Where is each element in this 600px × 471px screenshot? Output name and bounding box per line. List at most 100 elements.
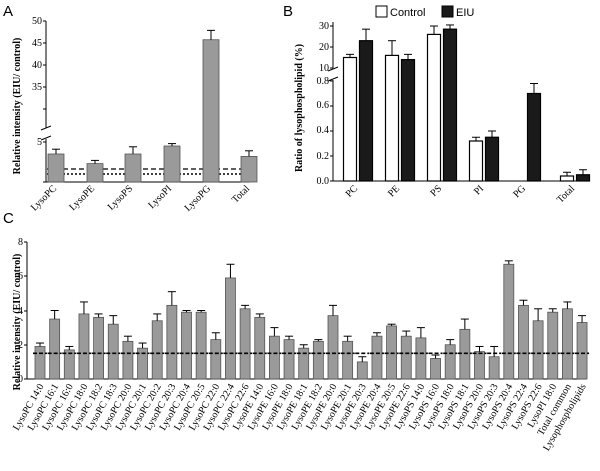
legend-control-label: Control [390,7,425,19]
panel-c-bar-lysops-20-3 [488,356,500,380]
panel-b-bars [342,24,591,182]
panel-a-cat-lysops: LysoPS [106,183,135,212]
panel-a-ytick-5: 5 [37,137,42,148]
panel-a-bars [47,29,258,183]
panel-c: Relative intensity (EIU/ control) 8 6 4 … [11,237,590,453]
legend-eiu-swatch [441,5,454,18]
panel-b-bar-control-pi [468,140,484,182]
panel-c-bar-lysope-18-2 [312,340,324,380]
panel-c-bar-lysops-14-0 [415,337,427,380]
panel-c-bar-lysope-20-0 [327,315,339,380]
panel-c-ytick-4: 4 [18,306,23,317]
panel-a-bar-lysops [124,153,142,183]
panel-c-bar-lysope-22-6 [400,335,412,380]
legend-eiu-label: EIU [456,7,474,19]
panel-b-bar-eiu-pi [484,136,500,182]
panel-a-categories: LysoPC LysoPE LysoPS LysoPI LysoPG Total [29,183,252,214]
panel-a-break-mark-upper [40,125,52,131]
panel-b-ylabel: Ratio of lysophospholipid (%) [294,44,305,172]
panel-a-cat-lysope: LysoPE [67,183,97,213]
panel-b-ytick-30: 30 [319,21,329,32]
panel-b: Ratio of lysophospholipid (%) Control EI… [294,5,591,206]
panel-b-bar-eiu-total [575,174,591,182]
panel-c-ytick-2: 2 [18,340,23,351]
panel-b-categories: PC PE PS PI PG Total [344,183,578,205]
panel-b-bar-control-pc [342,56,358,182]
panel-a-bar-lysope [86,163,104,183]
panel-c-bar-lysops-16-0 [430,358,441,380]
panel-b-ytick-0.8: 0.8 [317,76,330,87]
panel-b-cat-pi: PI [472,183,486,197]
panel-c-bar-lysope-14-0 [254,316,266,380]
panel-a-cat-lysopg: LysoPG [183,183,214,214]
panel-c-ytick-0: 0 [18,374,23,385]
panel-b-break-mark-lower [327,76,339,82]
panel-b-bar-control-pe [384,54,400,182]
panel-c-bars [33,260,590,380]
panel-c-bar-lysopc-20-3 [166,304,178,380]
panel-b-cat-pg: PG [511,183,528,200]
panel-b-bar-control-total [559,175,575,182]
panel-a-ylabel: Relative intensity (EIU/ control) [12,38,23,175]
panel-a-upper-ticks: 50 45 40 35 [32,16,46,110]
panel-c-bar-lysope-16-0 [268,335,280,380]
panel-b-bar-control-ps [426,33,442,182]
panel-b-cat-pe: PE [386,183,402,199]
panel-c-bar-lysope-20-1 [342,340,354,380]
panel-a-ytick-40: 40 [32,60,42,71]
panel-c-bar-lysopc-18-2 [93,316,104,380]
legend-control-swatch [375,5,388,18]
panel-c-ylabel: Relative intensity (EIU/ control) [12,254,23,391]
panel-c-bar-lysops-20-0 [474,351,485,380]
panel-c-bar-lysopi-18-0 [547,311,559,380]
panel-a-bar-total [240,155,258,183]
panel-a-bar-lysopi [163,145,181,183]
panel-b-bar-eiu-pe [400,58,416,182]
panel-b-ytick-10: 10 [319,63,329,74]
panel-c-bar-lysope-20-4 [371,335,383,380]
panel-c-bar-lysopc-22-6 [239,308,251,380]
panel-c-bar-lysops-22-6 [532,320,544,380]
panel-c-bar-lysops-18-1 [459,328,471,380]
panel-b-letter: B [283,3,293,20]
panel-b-lower-ticks: 0.8 0.6 0.4 0.2 0.0 [317,76,333,187]
panel-b-bar-eiu-pc [358,40,374,182]
panel-b-ytick-0.4: 0.4 [317,125,330,136]
panel-b-ytick-0.2: 0.2 [317,151,330,162]
panel-b-bar-eiu-ps [442,28,458,182]
panel-b-cat-ps: PS [428,183,444,199]
panel-b-upper-ticks: 30 20 10 [319,21,333,74]
panel-a-cat-lysopc: LysoPC [29,183,59,213]
panel-c-bar-lysopc-20-5 [195,311,207,380]
panel-c-bar-total-common [562,308,573,380]
panel-a-cat-lysopi: LysoPI [146,183,174,211]
panel-a-bar-lysopc [47,153,65,183]
panel-a-cat-total: Total [230,183,252,205]
panel-b-cat-pc: PC [344,183,361,200]
panel-c-bar-lysops-20-4 [503,263,515,380]
panel-c-bar-lysopc-20-4 [181,311,192,380]
panel-a-lower-ticks: 5 [37,137,46,183]
panel-c-bar-lysope-18-0 [283,339,295,380]
panel-c-bar-lysopc-16-0 [63,349,75,380]
panel-b-cat-total: Total [555,183,577,205]
panel-a-break-mark-lower [40,135,52,141]
panel-c-bar-lysopc-22-0 [210,339,222,380]
panel-c-bar-lysopc-16-1 [49,318,61,380]
panel-c-bar-lysopc-14-0 [34,346,46,380]
panel-c-ytick-8: 8 [18,237,23,248]
panel-c-bar-lysops-18-0 [444,344,456,380]
panel-c-bar-lysopc-20-2 [151,320,163,380]
panel-c-bar-lysopc-20-0 [122,340,134,380]
panel-c-bar-lysopc-18-0 [78,313,90,380]
panel-c-letter: C [3,210,14,227]
panel-c-ytick-6: 6 [18,271,23,282]
panel-c-bar-lysopc-18-3 [107,323,119,380]
panel-a-ytick-35: 35 [32,82,42,93]
panel-a-letter: A [3,3,13,20]
panel-c-ticks: 8 6 4 2 0 [18,237,27,385]
panel-c-bar-lysope-20-5 [386,325,398,380]
panel-a-ytick-45: 45 [32,38,42,49]
